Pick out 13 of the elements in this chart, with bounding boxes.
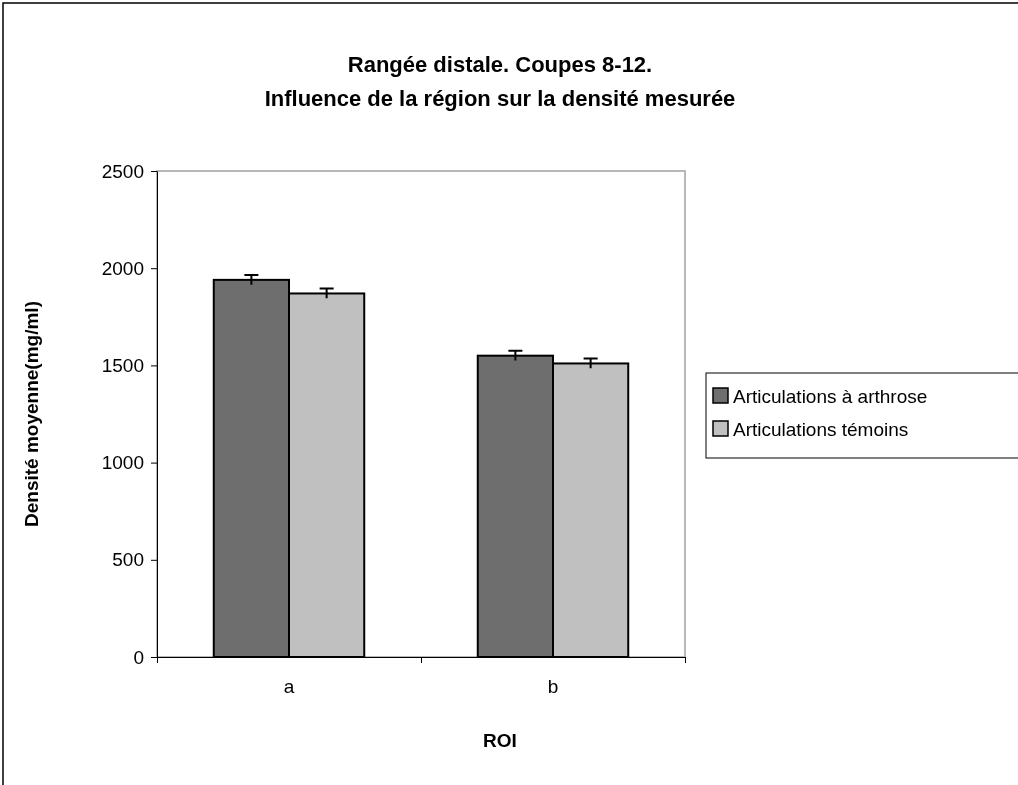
legend-label: Articulations témoins <box>733 419 909 440</box>
y-tick-label: 2500 <box>101 160 144 182</box>
y-tick-label: 0 <box>133 646 144 668</box>
x-tick-label: a <box>283 676 295 697</box>
y-tick-label: 2000 <box>101 257 144 279</box>
y-tick-label: 500 <box>112 549 144 571</box>
x-axis-title: ROI <box>483 730 517 751</box>
y-axis-title: Densité moyenne(mg/ml) <box>21 301 42 527</box>
y-tick-label: 1500 <box>101 354 144 376</box>
y-tick-label: 1000 <box>101 452 144 474</box>
x-tick-label: b <box>547 676 559 697</box>
legend-label: Articulations à arthrose <box>733 386 928 407</box>
chart-title: Rangée distale. Coupes 8-12. Influence de la région sur la densité mesurée <box>264 52 736 111</box>
